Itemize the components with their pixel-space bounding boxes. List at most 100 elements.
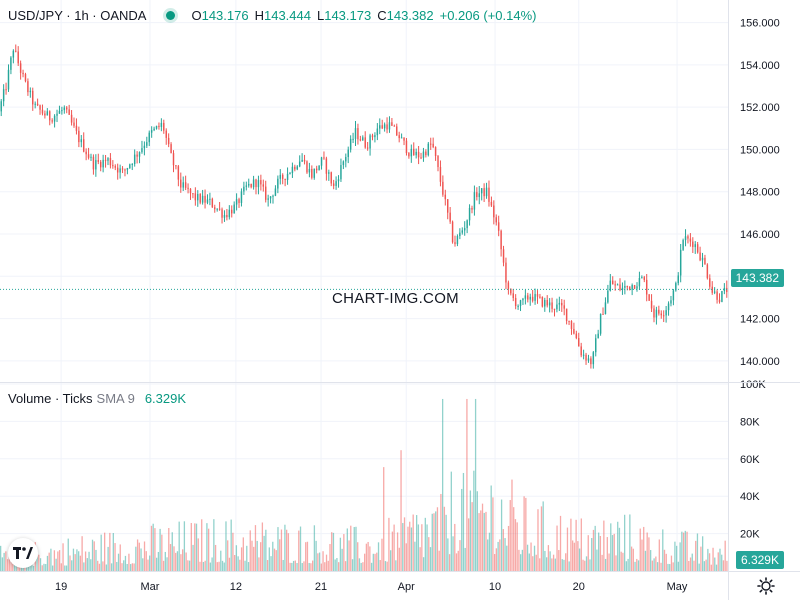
volume-bar: [653, 558, 655, 571]
candle-body: [556, 304, 558, 310]
candle-body: [286, 173, 289, 180]
volume-bar: [149, 555, 151, 571]
candle-body: [590, 358, 592, 365]
candle-body: [565, 308, 568, 321]
volume-bar: [391, 531, 394, 571]
candle-body: [430, 143, 432, 145]
candle-body: [449, 212, 451, 222]
volume-bar: [346, 528, 348, 571]
candle-body: [5, 89, 7, 91]
volume-bar: [421, 524, 423, 571]
candle-body: [711, 286, 713, 293]
candle-body: [19, 63, 22, 73]
volume-bar: [520, 554, 522, 571]
volume-sma-value: 6.329K: [144, 391, 187, 406]
candle-body: [636, 286, 638, 289]
candle-body: [706, 264, 709, 279]
candle-body: [204, 195, 206, 203]
volume-bar: [317, 553, 319, 571]
candle-body: [396, 126, 398, 136]
volume-bar: [525, 497, 527, 571]
volume-bar: [565, 553, 567, 571]
volume-bar: [448, 554, 451, 571]
candle-body: [70, 114, 73, 123]
volume-bar: [178, 521, 180, 571]
candle-body: [107, 158, 109, 161]
volume-bar: [258, 557, 260, 571]
volume-bar: [433, 513, 435, 571]
candle-body: [298, 161, 301, 167]
volume-bar: [584, 560, 586, 571]
candle-body: [269, 196, 272, 199]
candle-body: [124, 169, 126, 171]
candle-body: [539, 296, 541, 298]
volume-bar: [114, 543, 116, 571]
volume-bar: [29, 564, 31, 571]
candle-body: [568, 320, 570, 322]
settings-gear-icon[interactable]: [757, 577, 775, 595]
volume-bar: [64, 565, 66, 571]
volume-bar: [350, 525, 352, 571]
volume-bar: [497, 541, 499, 571]
candle-body: [621, 287, 624, 290]
candle-body: [374, 135, 376, 138]
volume-bar: [263, 535, 265, 571]
volume-bar: [511, 479, 513, 571]
volume-bar: [509, 500, 511, 571]
symbol-title[interactable]: USD/JPY · 1h · OANDA: [8, 8, 147, 23]
candle-body: [349, 138, 352, 150]
time-axis-tick: 10: [489, 581, 501, 593]
price-axis-tick: 156.000: [740, 18, 780, 30]
volume-bar: [78, 551, 80, 571]
volume-bar: [10, 557, 12, 571]
volume-title[interactable]: Volume · Ticks: [8, 391, 93, 406]
volume-bar: [374, 553, 376, 571]
low-value: 143.173: [324, 8, 372, 23]
candle-body: [643, 277, 646, 280]
candle-body: [677, 275, 679, 284]
candle-body: [546, 299, 548, 306]
price-axis-tick: 154.000: [740, 60, 780, 72]
volume-bar: [530, 542, 532, 571]
volume-bar: [168, 528, 170, 571]
candle-body: [315, 168, 318, 171]
volume-bar: [419, 547, 421, 571]
candle-body: [267, 198, 269, 200]
volume-bar: [710, 564, 712, 571]
candle-body: [425, 151, 427, 156]
candle-body: [456, 236, 459, 245]
volume-bar: [71, 560, 73, 571]
candle-body: [713, 291, 716, 293]
volume-bar: [563, 559, 565, 571]
candle-body: [10, 57, 12, 70]
volume-bar: [648, 537, 650, 571]
volume-bar: [500, 499, 503, 571]
time-axis-tick: May: [667, 581, 688, 593]
volume-bar: [282, 559, 284, 571]
volume-bar: [332, 532, 335, 571]
volume-bar: [651, 560, 654, 571]
volume-bar: [495, 548, 498, 571]
candle-body: [391, 122, 393, 126]
volume-bar: [676, 545, 678, 571]
candle-body: [495, 217, 497, 223]
candle-body: [22, 72, 24, 75]
volume-bar: [60, 563, 62, 571]
volume-bar: [693, 560, 695, 571]
volume-bar: [6, 559, 9, 571]
volume-bar: [79, 555, 82, 571]
candle-body: [529, 296, 531, 300]
volume-bar: [377, 542, 380, 571]
volume-bar: [310, 563, 312, 571]
candle-body: [306, 161, 308, 173]
candle-body: [578, 338, 580, 347]
candle-body: [303, 159, 306, 162]
volume-bar: [270, 556, 272, 571]
volume-bar: [674, 541, 676, 571]
candle-body: [454, 242, 456, 245]
volume-bar: [275, 550, 277, 571]
tradingview-logo-icon[interactable]: [8, 538, 38, 568]
volume-bar: [195, 523, 198, 571]
